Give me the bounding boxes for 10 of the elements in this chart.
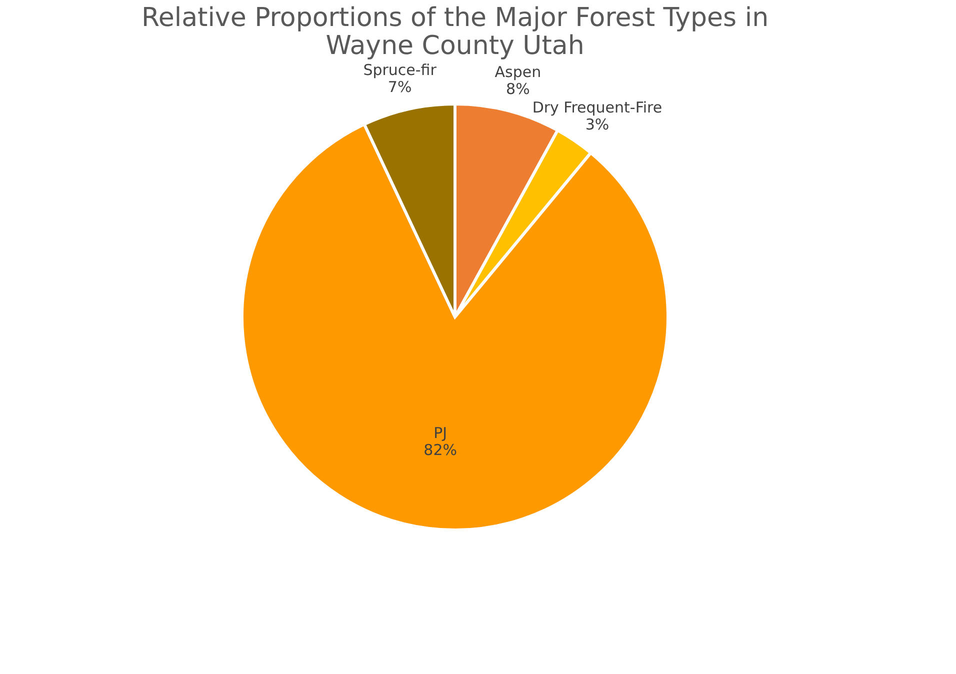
data-label: 7% bbox=[388, 78, 412, 96]
slice-label: Spruce-fir bbox=[363, 61, 438, 80]
slice-label: Dry Frequent-Fire bbox=[532, 98, 662, 117]
data-label: 82% bbox=[424, 441, 457, 460]
slice-label: Aspen bbox=[494, 62, 542, 81]
data-label: 3% bbox=[585, 116, 610, 134]
slice-label: PJ bbox=[434, 424, 448, 442]
text: Wayne County Utah bbox=[326, 31, 584, 62]
data-label: 8% bbox=[506, 80, 530, 98]
text: Relative Proportions of the Major Forest Types in bbox=[141, 3, 769, 34]
